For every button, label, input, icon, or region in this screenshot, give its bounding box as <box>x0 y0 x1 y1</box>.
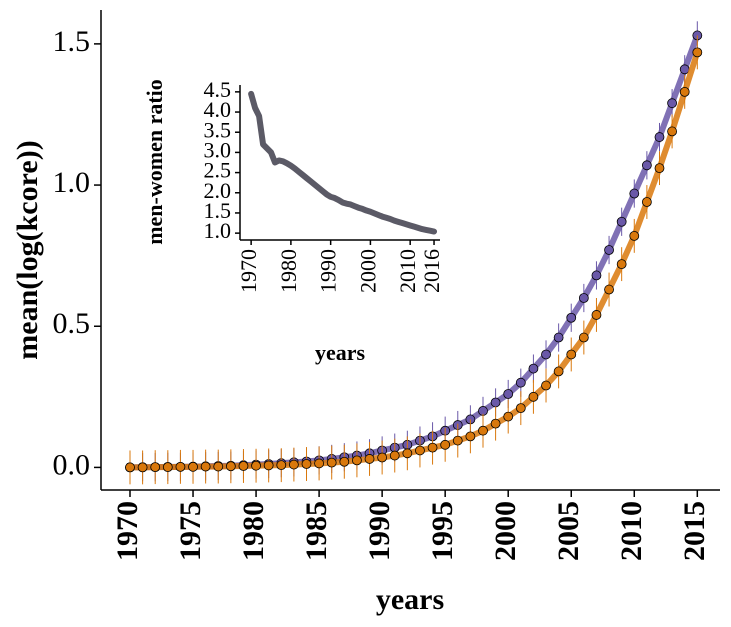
x-axis-label: years <box>376 583 444 616</box>
marker <box>591 310 602 320</box>
marker <box>667 126 677 137</box>
y-tick-label: 4.0 <box>204 97 232 122</box>
x-tick-label: 2005 <box>552 501 585 561</box>
marker <box>364 454 375 464</box>
y-axis-label: mean(log(kcore)) <box>11 140 44 359</box>
x-tick-label: 1970 <box>111 501 144 561</box>
marker <box>553 366 564 377</box>
marker <box>288 459 299 470</box>
y-axis-label: men-women ratio <box>142 79 167 245</box>
marker <box>465 431 476 442</box>
y-tick-label: 0.5 <box>53 307 91 340</box>
y-tick-label: 1.5 <box>53 25 91 58</box>
x-axis-label: years <box>315 340 366 365</box>
marker <box>137 462 148 473</box>
marker <box>389 450 400 461</box>
marker <box>478 425 488 436</box>
marker <box>427 442 438 453</box>
marker <box>440 439 451 450</box>
marker <box>339 456 350 467</box>
marker <box>162 462 173 473</box>
marker <box>238 461 249 471</box>
x-tick-label: 1980 <box>276 249 301 293</box>
marker <box>528 391 539 402</box>
marker <box>616 216 627 227</box>
y-tick-label: 0.0 <box>53 448 91 481</box>
y-tick-label: 2.5 <box>204 158 232 183</box>
marker <box>490 418 501 429</box>
x-tick-label: 2010 <box>395 249 420 293</box>
x-tick-label: 1970 <box>236 249 261 293</box>
y-tick-label: 4.5 <box>204 77 232 102</box>
marker <box>503 389 514 399</box>
marker <box>452 435 463 446</box>
marker <box>578 293 589 303</box>
marker <box>150 462 161 473</box>
x-tick-label: 1980 <box>237 501 270 561</box>
y-tick-label: 2.0 <box>204 178 232 203</box>
marker <box>225 461 236 472</box>
marker <box>377 452 388 463</box>
marker <box>629 188 640 199</box>
marker <box>515 377 526 388</box>
x-tick-label: 1995 <box>426 501 459 561</box>
marker <box>641 197 652 207</box>
marker <box>654 163 665 174</box>
marker <box>402 448 413 459</box>
y-tick-label: 1.0 <box>53 166 91 199</box>
marker <box>415 445 425 456</box>
marker <box>352 455 362 466</box>
marker <box>604 284 614 295</box>
y-tick-label: 1.5 <box>204 198 232 223</box>
marker <box>692 47 703 58</box>
marker <box>175 461 186 472</box>
marker <box>515 403 526 414</box>
marker <box>591 270 602 281</box>
marker <box>566 349 577 360</box>
marker <box>314 458 324 469</box>
marker <box>200 461 211 472</box>
marker <box>490 397 501 408</box>
y-tick-label: 3.0 <box>204 137 232 162</box>
marker <box>276 460 287 471</box>
inset-chart: 1.01.52.02.53.03.54.04.5 1970 1980 1990 2000… <box>142 77 444 365</box>
marker <box>213 461 224 472</box>
marker <box>679 86 690 97</box>
marker <box>616 259 627 270</box>
marker <box>263 460 274 471</box>
x-tick-label: 2000 <box>355 249 380 293</box>
marker <box>604 245 614 255</box>
marker <box>301 459 312 469</box>
line <box>126 49 701 471</box>
marker <box>541 349 551 360</box>
x-tick-label: 1975 <box>174 501 207 561</box>
marker <box>251 460 261 471</box>
y-tick-label: 1.0 <box>204 218 232 243</box>
marker <box>578 332 589 343</box>
x-tick-label: 1985 <box>300 501 333 561</box>
marker <box>553 332 564 343</box>
marker <box>641 160 652 171</box>
marker <box>667 98 677 109</box>
marker <box>566 312 577 323</box>
x-tick-label: 2000 <box>489 501 522 561</box>
marker <box>326 457 337 468</box>
marker <box>125 462 135 473</box>
x-tick-label: 2016 <box>419 249 444 293</box>
x-tick-label: 1990 <box>363 501 396 561</box>
marker <box>503 411 514 422</box>
x-tick-label: 2010 <box>615 501 648 561</box>
marker <box>188 461 198 472</box>
marker <box>654 132 665 142</box>
x-tick-label: 2015 <box>678 501 711 561</box>
y-tick-label: 3.5 <box>204 117 232 142</box>
marker <box>528 363 539 374</box>
x-tick-label: 1990 <box>316 249 341 293</box>
marker <box>629 230 640 241</box>
line <box>248 90 438 235</box>
marker <box>541 380 551 391</box>
